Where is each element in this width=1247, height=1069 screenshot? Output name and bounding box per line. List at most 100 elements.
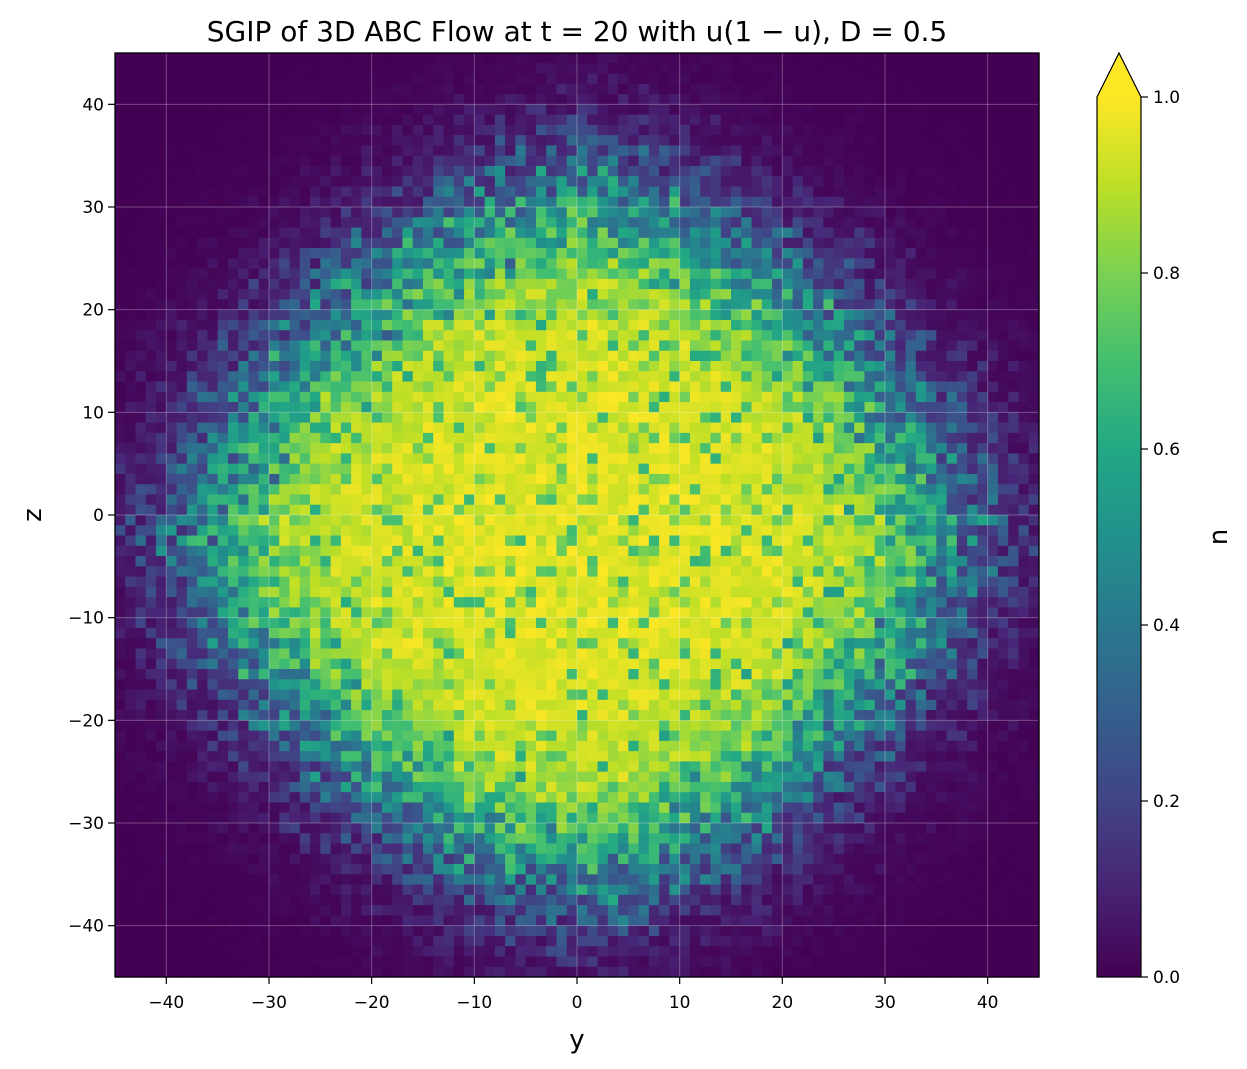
heatmap-cell [115, 155, 126, 167]
heatmap-cell [505, 268, 516, 280]
heatmap-cell [854, 381, 866, 393]
heatmap-cell [802, 155, 814, 167]
heatmap-cell [802, 237, 814, 249]
heatmap-cell [330, 207, 342, 218]
heatmap-cell [392, 289, 404, 300]
heatmap-cell [269, 155, 280, 167]
heatmap-cell [310, 391, 321, 403]
heatmap-cell [402, 556, 414, 567]
heatmap-cell [679, 381, 691, 393]
heatmap-cell [956, 607, 968, 619]
heatmap-cell [402, 145, 414, 157]
heatmap-cell [720, 145, 732, 157]
heatmap-cell [802, 576, 814, 588]
heatmap-cell [587, 515, 599, 526]
heatmap-cell [833, 248, 845, 259]
heatmap-cell [248, 617, 260, 629]
heatmap-cell [874, 484, 886, 496]
heatmap-cell [823, 381, 835, 393]
heatmap-cell [443, 566, 455, 578]
heatmap-cell [987, 145, 999, 157]
heatmap-cell [279, 104, 291, 116]
heatmap-cell [145, 53, 157, 64]
heatmap-cell [474, 422, 486, 434]
heatmap-cell [915, 371, 927, 383]
heatmap-cell [258, 217, 270, 229]
heatmap-cell [833, 402, 845, 413]
heatmap-cell [751, 165, 763, 177]
heatmap-cell [864, 207, 876, 218]
heatmap-cell [115, 289, 126, 300]
heatmap-cell [659, 114, 670, 126]
heatmap-cell [310, 473, 321, 485]
heatmap-cell [977, 309, 989, 321]
heatmap-cell [967, 402, 978, 413]
heatmap-cell [997, 597, 1009, 608]
heatmap-cell [607, 196, 619, 208]
heatmap-cell [248, 422, 260, 434]
heatmap-cell [956, 299, 968, 311]
heatmap-cell [453, 556, 465, 567]
heatmap-cell [607, 361, 619, 372]
heatmap-cell [792, 248, 804, 259]
heatmap-cell [525, 607, 537, 619]
heatmap-cell [700, 443, 712, 454]
heatmap-cell [207, 268, 219, 280]
heatmap-cell [648, 525, 660, 537]
heatmap-cell [464, 145, 475, 157]
heatmap-cell [443, 299, 455, 311]
heatmap-cell [843, 268, 855, 280]
heatmap-cell [659, 145, 670, 157]
heatmap-cell [997, 340, 1009, 352]
heatmap-cell [484, 525, 496, 537]
heatmap-cell [279, 422, 291, 434]
heatmap-cell [566, 422, 578, 434]
heatmap-cell [166, 207, 178, 218]
heatmap-cell [310, 53, 321, 64]
heatmap-cell [238, 124, 250, 136]
heatmap-cell [258, 484, 270, 496]
heatmap-cell [515, 566, 527, 578]
heatmap-cell [741, 237, 753, 249]
heatmap-cell [535, 361, 547, 372]
heatmap-cell [1028, 432, 1040, 444]
heatmap-cell [659, 576, 670, 588]
heatmap-cell [453, 278, 465, 290]
heatmap-cell [977, 124, 989, 136]
heatmap-cell [433, 104, 445, 116]
heatmap-cell [936, 248, 948, 259]
heatmap-cell [423, 299, 434, 311]
heatmap-cell [443, 617, 455, 629]
heatmap-cell [833, 494, 845, 506]
heatmap-cell [279, 361, 291, 372]
heatmap-cell [813, 484, 824, 496]
heatmap-cell [987, 268, 999, 280]
heatmap-cell [823, 289, 835, 300]
heatmap-cell [854, 330, 866, 342]
heatmap-cell [402, 73, 414, 85]
heatmap-cell [269, 124, 280, 136]
heatmap-cell [936, 361, 948, 372]
heatmap-cell [207, 196, 219, 208]
heatmap-cell [1018, 114, 1030, 126]
heatmap-cell [145, 330, 157, 342]
heatmap-cell [340, 340, 352, 352]
heatmap-cell [115, 432, 126, 444]
heatmap-cell [700, 145, 712, 157]
heatmap-cell [310, 268, 321, 280]
heatmap-cell [238, 350, 250, 362]
heatmap-cell [1018, 94, 1030, 105]
heatmap-cell [392, 432, 404, 444]
heatmap-cell [525, 576, 537, 588]
heatmap-cell [741, 309, 753, 321]
heatmap-cell [227, 381, 239, 393]
heatmap-cell [505, 381, 516, 393]
heatmap-cell [412, 422, 424, 434]
heatmap-cell [505, 443, 516, 454]
heatmap-cell [597, 453, 609, 465]
heatmap-cell [423, 176, 434, 188]
heatmap-cell [700, 607, 712, 619]
heatmap-cell [125, 473, 137, 485]
heatmap-cell [587, 309, 599, 321]
heatmap-cell [638, 176, 650, 188]
